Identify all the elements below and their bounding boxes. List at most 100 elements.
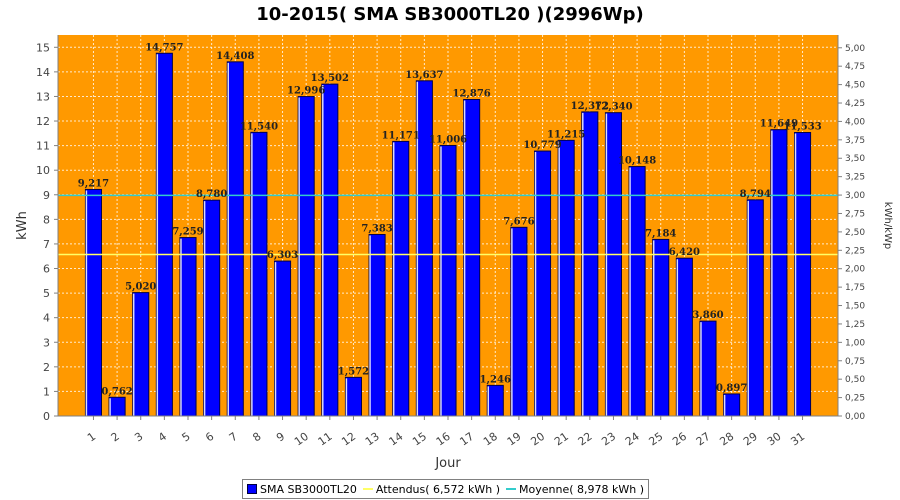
bar-27	[699, 320, 717, 417]
y2-tick-label: 4,25	[845, 99, 865, 109]
bar-26	[675, 257, 693, 417]
legend-swatch	[362, 488, 373, 490]
y-tick-label: 1	[43, 385, 50, 398]
y-tick-label: 3	[43, 336, 50, 349]
y2-tick-label: 2,50	[845, 228, 865, 238]
y2-tick-label: 4,50	[845, 81, 865, 91]
bar-14	[392, 140, 410, 417]
y-tick-label: 7	[43, 238, 50, 251]
y2-axis-title: kWh/kWp	[882, 202, 893, 249]
bar-30	[770, 129, 788, 417]
x-tick-label: 23	[599, 430, 618, 449]
bar-16	[439, 144, 457, 417]
chart-title: 10-2015( SMA SB3000TL20 )(2996Wp)	[256, 4, 644, 25]
bar-8	[250, 131, 268, 417]
legend-label: Attendus( 6,572 kWh )	[375, 482, 501, 496]
y-tick-label: 10	[36, 164, 50, 177]
bar-18	[486, 384, 504, 417]
x-tick-label: 6	[203, 430, 216, 445]
x-tick-label: 20	[528, 430, 547, 449]
x-tick-label: 22	[576, 430, 595, 449]
data-label-15: 13,637	[405, 70, 443, 81]
data-label-8: 11,540	[240, 121, 278, 132]
y-tick-label: 0	[43, 410, 50, 423]
y-tick-label: 5	[43, 287, 50, 300]
bar-11	[321, 83, 339, 417]
data-label-20: 10,779	[523, 140, 561, 151]
y2-tick-label: 0,25	[845, 394, 865, 404]
y-tick-label: 4	[43, 312, 50, 325]
bar-17	[463, 98, 481, 417]
y-tick-label: 2	[43, 361, 50, 374]
y2-tick-label: 0,00	[845, 412, 865, 422]
y2-tick-label: 2,75	[845, 209, 865, 219]
data-label-3: 5,020	[125, 282, 156, 293]
y2-tick-label: 5,00	[845, 44, 865, 54]
y-tick-label: 8	[43, 213, 50, 226]
bar-5	[179, 237, 197, 417]
x-tick-label: 26	[670, 430, 689, 449]
bar-12	[344, 376, 362, 417]
y2-tick-label: 3,00	[845, 191, 865, 201]
y2-tick-label: 0,50	[845, 375, 865, 385]
x-tick-label: 5	[180, 430, 193, 445]
x-tick-label: 11	[316, 430, 335, 449]
y2-tick-label: 4,75	[845, 62, 865, 72]
bar-1	[84, 188, 102, 417]
y2-tick-label: 3,75	[845, 136, 865, 146]
bar-9	[274, 260, 292, 417]
bar-2	[108, 396, 126, 417]
bar-25	[652, 238, 670, 417]
data-label-12: 1,572	[338, 366, 369, 377]
bar-4	[155, 52, 173, 417]
y2-tick-label: 3,50	[845, 154, 865, 164]
y2-tick-label: 1,25	[845, 320, 865, 330]
y-tick-label: 12	[36, 115, 50, 128]
bar-29	[746, 199, 764, 417]
bar-6	[203, 199, 221, 417]
legend-item: Attendus( 6,572 kWh )	[362, 482, 501, 496]
data-label-17: 12,876	[452, 88, 490, 99]
x-tick-label: 12	[339, 430, 358, 449]
legend: SMA SB3000TL20 Attendus( 6,572 kWh ) Moyen…	[242, 479, 650, 499]
x-tick-label: 15	[410, 430, 429, 449]
x-tick-label: 29	[741, 430, 760, 449]
y2-tick-label: 3,25	[845, 173, 865, 183]
data-label-21: 11,215	[547, 129, 585, 140]
y2-tick-label: 1,00	[845, 338, 865, 348]
data-label-29: 8,794	[740, 189, 771, 200]
bar-24	[628, 166, 646, 417]
y2-tick-label: 4,00	[845, 117, 865, 127]
x-tick-label: 25	[647, 430, 666, 449]
legend-item: Moyenne( 8,978 kWh )	[506, 483, 644, 496]
data-label-16: 11,006	[429, 134, 467, 145]
x-tick-label: 13	[363, 430, 382, 449]
data-label-4: 14,757	[145, 42, 183, 53]
x-tick-label: 30	[765, 430, 784, 449]
bar-28	[723, 393, 741, 417]
data-label-2: 0,762	[101, 386, 132, 397]
x-tick-label: 4	[156, 430, 169, 445]
data-label-14: 11,171	[382, 130, 420, 141]
data-label-1: 9,217	[78, 178, 109, 189]
legend-label: Moyenne( 8,978 kWh )	[519, 482, 645, 496]
y2-tick-label: 2,00	[845, 265, 865, 275]
data-label-30: 11,649	[760, 119, 798, 130]
y-tick-label: 11	[36, 140, 50, 153]
y2-tick-label: 1,50	[845, 302, 865, 312]
x-tick-label: 8	[250, 430, 263, 445]
data-label-9: 6,303	[267, 250, 298, 261]
x-tick-label: 31	[788, 430, 807, 449]
bar-22	[581, 111, 599, 417]
x-tick-label: 18	[481, 430, 500, 449]
x-tick-label: 1	[85, 430, 98, 445]
data-label-24: 10,148	[618, 156, 656, 167]
x-tick-label: 2	[109, 430, 122, 445]
x-tick-label: 7	[227, 430, 240, 445]
data-label-22: 12,372	[571, 101, 609, 112]
x-tick-label: 28	[717, 430, 736, 449]
y-tick-label: 14	[36, 66, 50, 79]
data-label-19: 7,676	[503, 216, 534, 227]
legend-swatch	[247, 484, 257, 494]
